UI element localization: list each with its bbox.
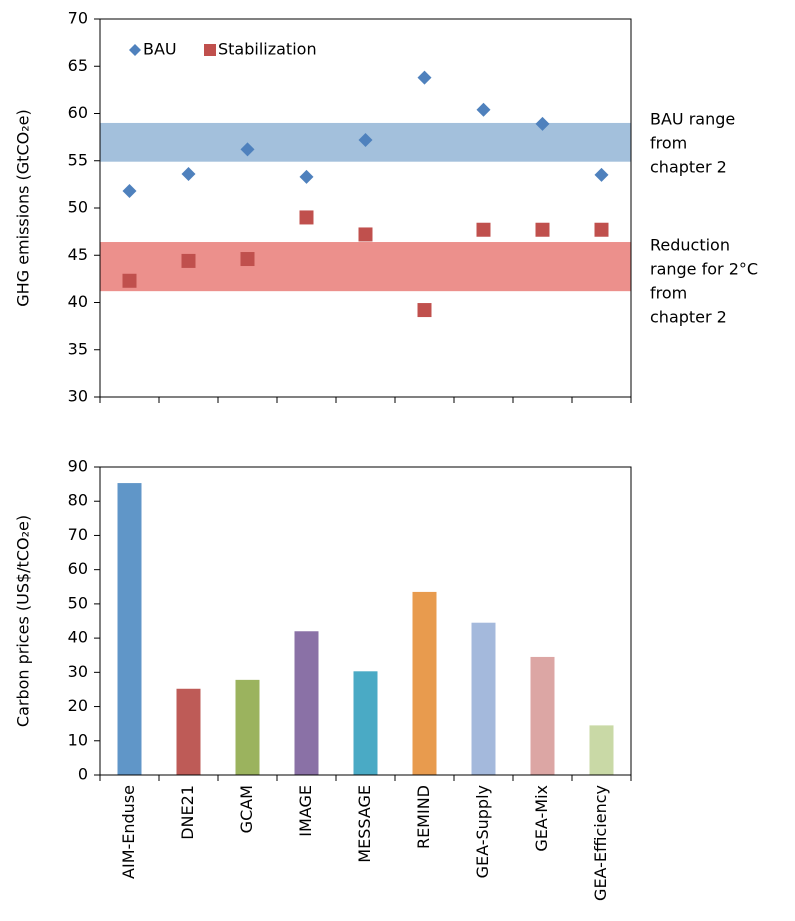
legend-swatch bbox=[204, 44, 216, 56]
bar bbox=[353, 671, 378, 775]
y-tick-label: 0 bbox=[78, 765, 88, 784]
y-tick-label: 50 bbox=[68, 593, 88, 612]
y-tick-label: 50 bbox=[68, 198, 88, 217]
x-tick-label: REMIND bbox=[414, 785, 433, 849]
x-tick-label: GCAM bbox=[237, 785, 256, 833]
y-tick-label: 60 bbox=[68, 559, 88, 578]
x-tick-label: GEA-Efficiency bbox=[591, 785, 610, 901]
bar bbox=[117, 483, 142, 775]
bar bbox=[294, 631, 319, 775]
x-tick-label: GEA-Mix bbox=[532, 785, 551, 852]
bau-marker bbox=[417, 70, 432, 85]
y-tick-label: 35 bbox=[68, 339, 88, 358]
band-label: BAU range bbox=[650, 110, 735, 129]
stabilization-marker bbox=[594, 222, 609, 237]
bar bbox=[471, 622, 496, 775]
y-tick-label: 10 bbox=[68, 730, 88, 749]
y-tick-label: 40 bbox=[68, 628, 88, 647]
band-label: range for 2°C bbox=[650, 260, 758, 279]
plot-frame bbox=[99, 466, 632, 776]
y-tick-label: 60 bbox=[68, 103, 88, 122]
y-tick-label: 30 bbox=[68, 662, 88, 681]
bau-marker bbox=[181, 166, 196, 181]
bau-marker bbox=[358, 132, 373, 147]
stabilization-marker bbox=[181, 253, 196, 268]
y-tick-label: 20 bbox=[68, 696, 88, 715]
band-label: from bbox=[650, 284, 687, 303]
stabilization-marker bbox=[299, 210, 314, 225]
bau-marker bbox=[476, 102, 491, 117]
band-label: from bbox=[650, 134, 687, 153]
bar bbox=[589, 725, 614, 775]
y-axis-label: GHG emissions (GtCO₂e) bbox=[14, 109, 33, 306]
y-axis-label: Carbon prices (US$/tCO₂e) bbox=[14, 515, 33, 727]
range-band bbox=[100, 242, 631, 292]
stabilization-marker bbox=[417, 303, 432, 318]
band-label: Reduction bbox=[650, 236, 730, 255]
stabilization-marker bbox=[358, 227, 373, 242]
bau-marker bbox=[299, 169, 314, 184]
stabilization-marker bbox=[122, 273, 137, 288]
stabilization-marker bbox=[476, 222, 491, 237]
y-tick-label: 70 bbox=[68, 9, 88, 28]
legend-label: BAU bbox=[143, 40, 177, 59]
y-tick-label: 80 bbox=[68, 491, 88, 510]
y-tick-label: 65 bbox=[68, 56, 88, 75]
bar bbox=[530, 656, 555, 775]
stabilization-marker bbox=[240, 252, 255, 267]
x-tick-label: IMAGE bbox=[296, 785, 315, 837]
x-tick-label: MESSAGE bbox=[355, 785, 374, 863]
x-tick-label: DNE21 bbox=[178, 785, 197, 840]
bau-marker bbox=[240, 142, 255, 157]
bau-marker bbox=[535, 116, 550, 131]
band-label: chapter 2 bbox=[650, 158, 727, 177]
bar bbox=[235, 679, 260, 775]
y-tick-label: 30 bbox=[68, 387, 88, 406]
legend-label: Stabilization bbox=[218, 40, 317, 59]
y-tick-label: 45 bbox=[68, 245, 88, 264]
y-tick-label: 40 bbox=[68, 292, 88, 311]
bar bbox=[176, 688, 201, 775]
band-label: chapter 2 bbox=[650, 308, 727, 327]
x-tick-label: GEA-Supply bbox=[473, 785, 492, 878]
bar bbox=[412, 591, 437, 775]
stabilization-marker bbox=[535, 222, 550, 237]
x-tick-label: AIM-Enduse bbox=[119, 785, 138, 879]
bau-marker bbox=[122, 183, 137, 198]
y-tick-label: 70 bbox=[68, 525, 88, 544]
y-tick-label: 90 bbox=[68, 457, 88, 476]
bau-marker bbox=[594, 167, 609, 182]
y-tick-label: 55 bbox=[68, 150, 88, 169]
plot-frame bbox=[99, 18, 632, 398]
legend-swatch bbox=[129, 44, 141, 56]
